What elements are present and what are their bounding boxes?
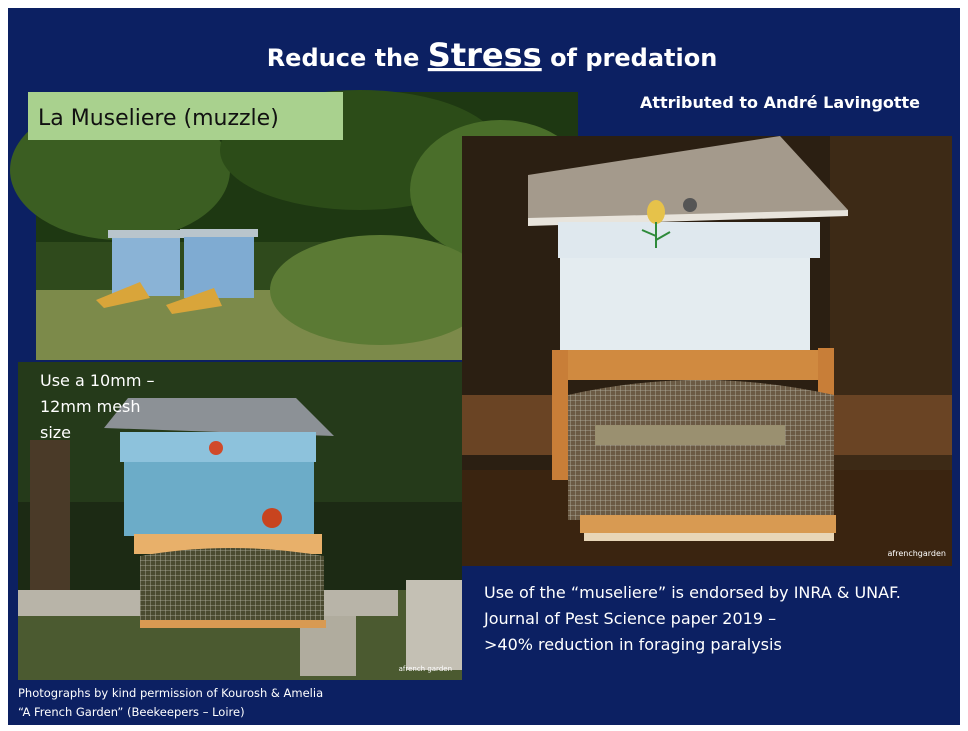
endorsement-line: >40% reduction in foraging paralysis xyxy=(484,635,782,654)
title-prefix: Reduce the xyxy=(267,44,420,72)
mesh-note-line: Use a 10mm – xyxy=(40,371,154,390)
watermark: afrenchgarden xyxy=(888,549,947,558)
title-suffix: of predation xyxy=(550,44,717,72)
mesh-note-line: 12mm mesh xyxy=(40,397,141,416)
title-emphasis: Stress xyxy=(428,36,542,74)
subtitle: Attributed to André Lavingotte xyxy=(640,93,920,112)
credit-line: Photographs by kind permission of Kouros… xyxy=(18,686,323,700)
credit-line: “A French Garden” (Beekeepers – Loire) xyxy=(18,705,245,719)
slide: Reduce the Stress of predation Attribute… xyxy=(0,0,968,731)
endorsement-line: Journal of Pest Science paper 2019 – xyxy=(483,609,776,628)
mesh-note-line: size xyxy=(40,423,71,442)
endorsement-line: Use of the “museliere” is endorsed by IN… xyxy=(484,583,901,602)
watermark: afrench garden xyxy=(399,665,452,673)
photo-hive-closeup xyxy=(462,136,952,566)
label-text: La Museliere (muzzle) xyxy=(38,106,279,131)
